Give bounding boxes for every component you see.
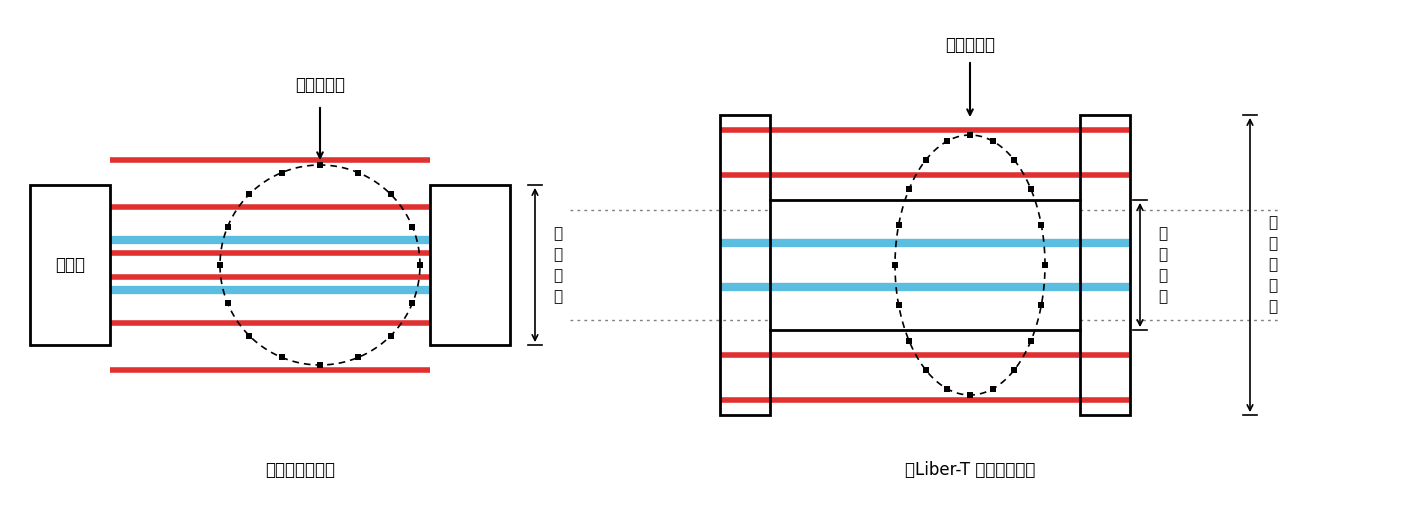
Text: 拡
幅
部
の
幅: 拡 幅 部 の 幅 bbox=[1268, 215, 1277, 315]
Text: 基
礎
梁
幅: 基 礎 梁 幅 bbox=[553, 226, 562, 304]
Text: 基礎梁主筋: 基礎梁主筋 bbox=[946, 36, 995, 54]
Bar bbox=[429, 185, 510, 345]
Text: （Liber-T 工法の配筋）: （Liber-T 工法の配筋） bbox=[904, 461, 1035, 479]
Text: 基
礎
梁
幅: 基 礎 梁 幅 bbox=[1158, 226, 1167, 304]
Bar bbox=[1079, 115, 1130, 415]
Bar bbox=[720, 115, 769, 415]
Text: 杭頭補強筋: 杭頭補強筋 bbox=[294, 76, 346, 94]
Text: 基礎梁: 基礎梁 bbox=[55, 256, 85, 274]
Bar bbox=[30, 185, 109, 345]
Text: （従前の配筋）: （従前の配筋） bbox=[264, 461, 336, 479]
